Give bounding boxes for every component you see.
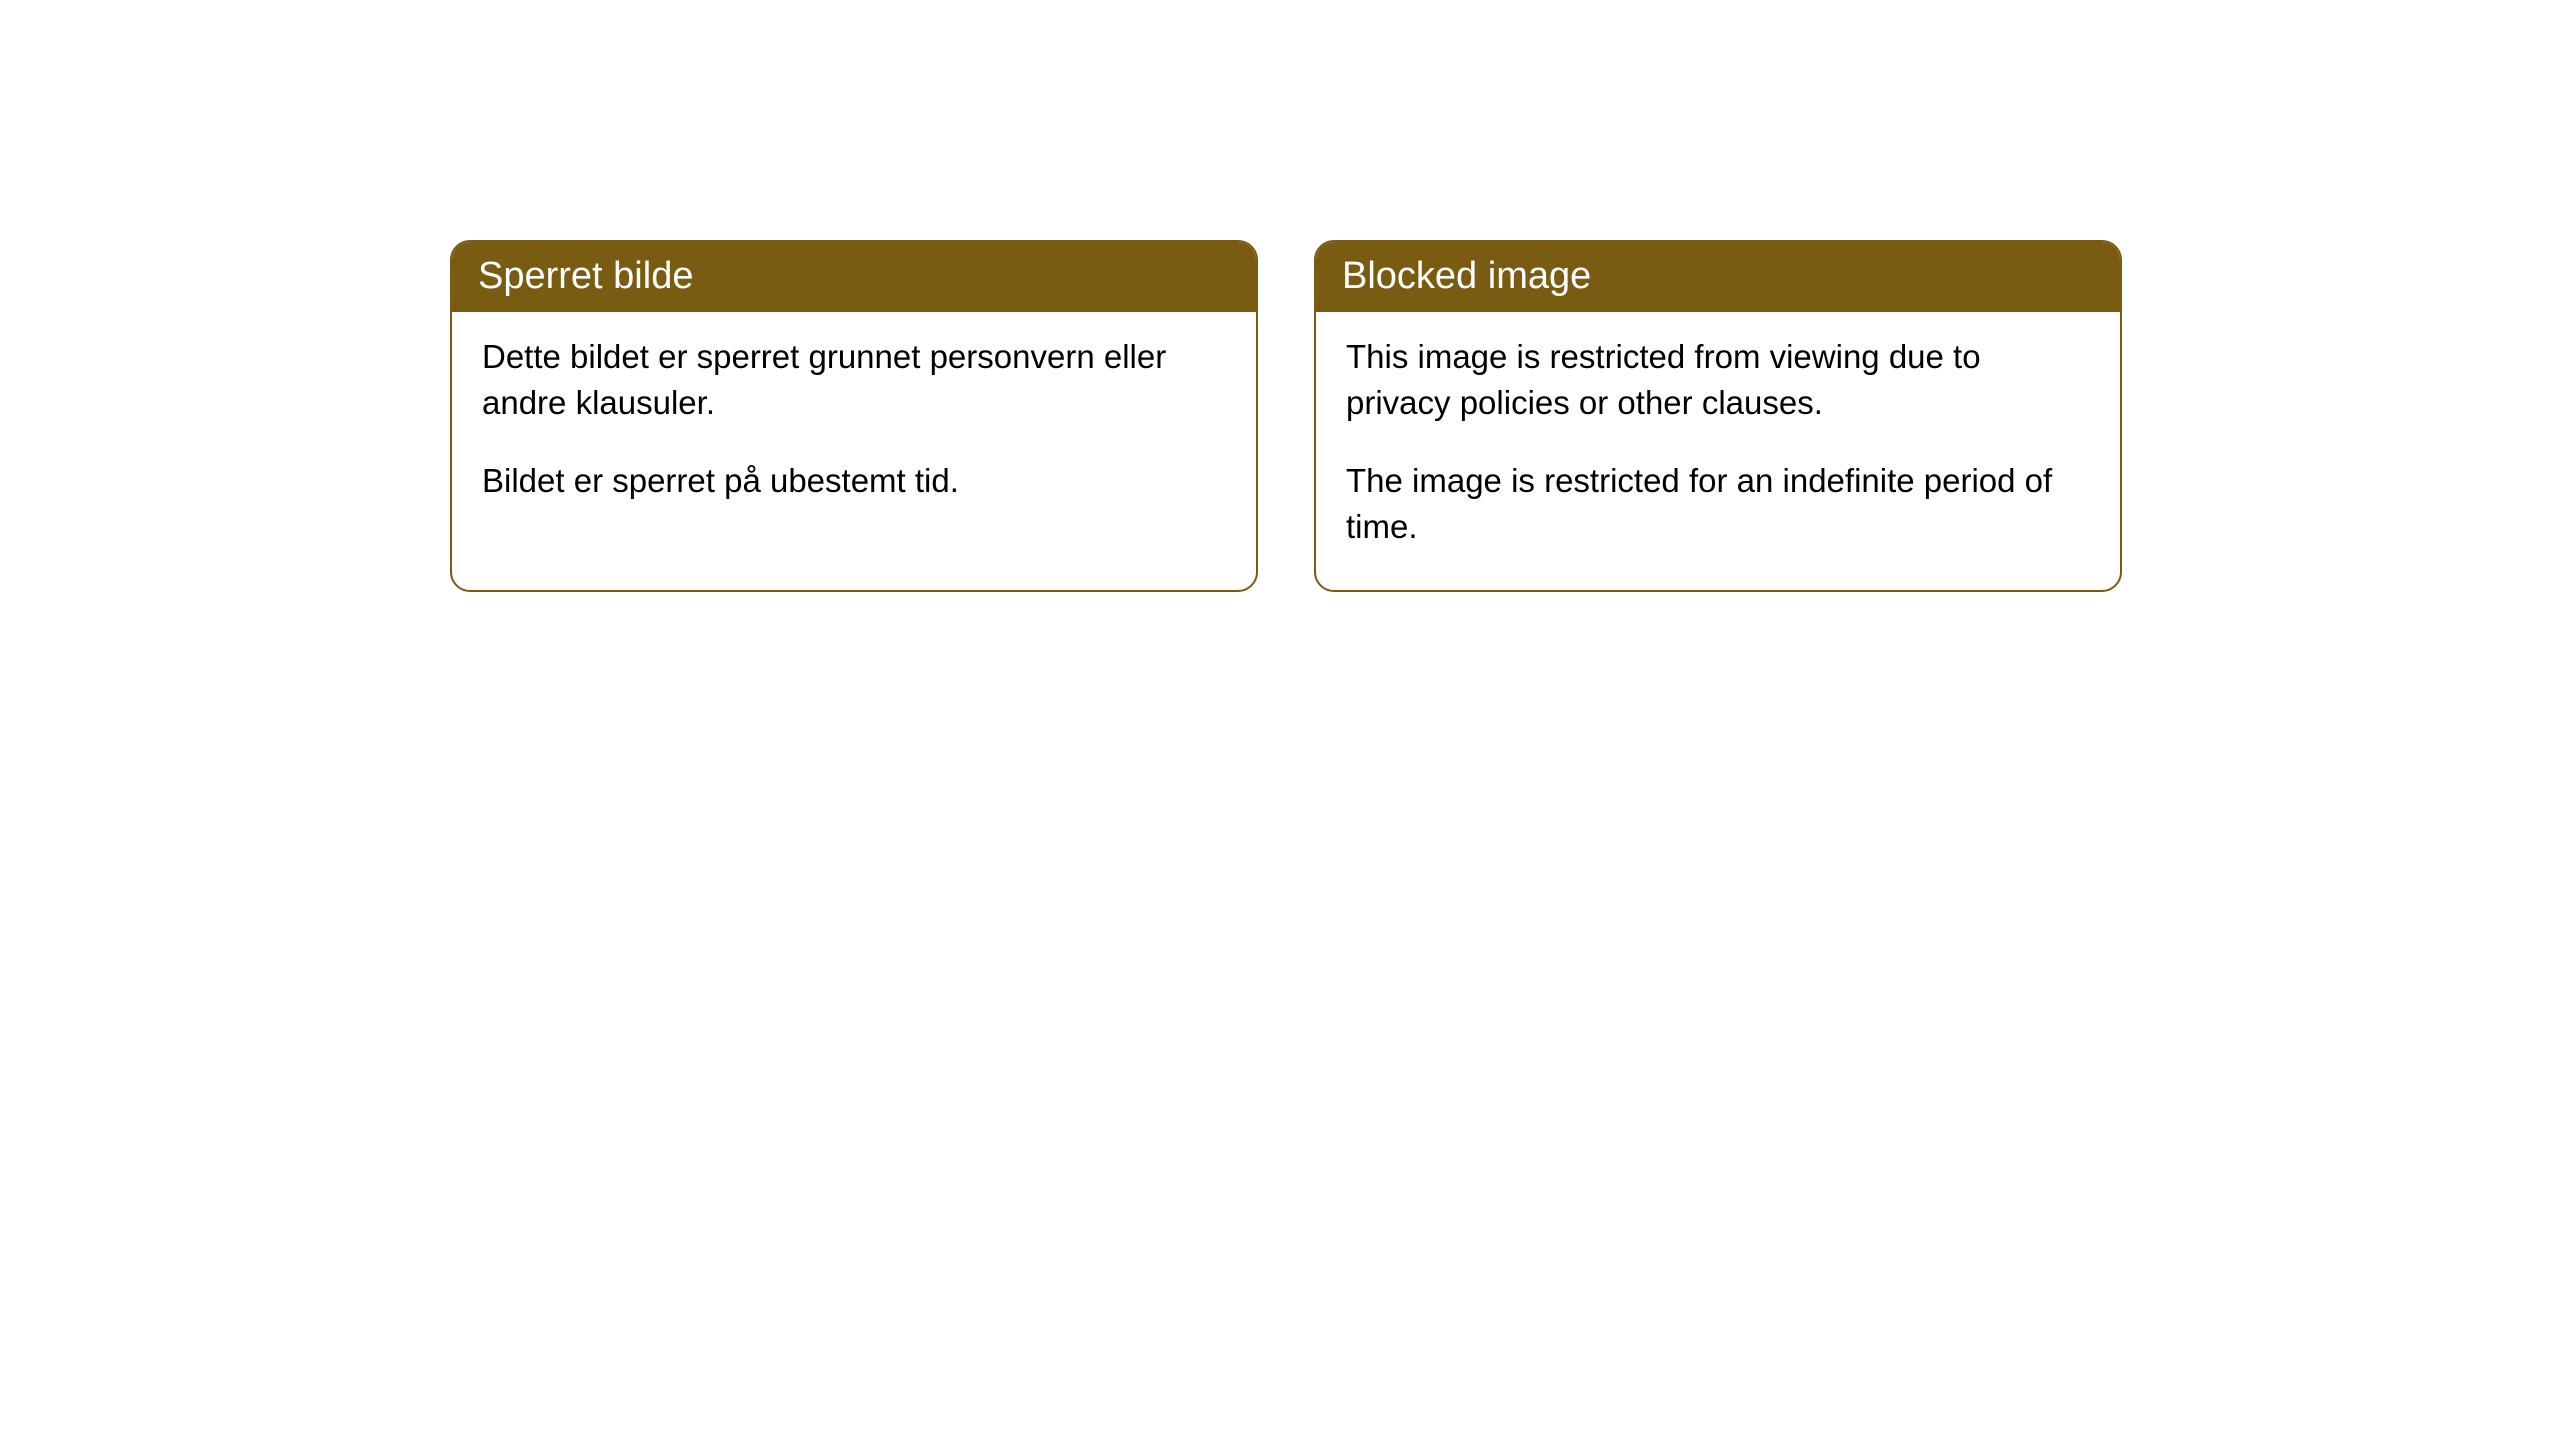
notice-card-english: Blocked image This image is restricted f… bbox=[1314, 240, 2122, 592]
card-paragraph: Bildet er sperret på ubestemt tid. bbox=[482, 458, 1226, 504]
card-paragraph: This image is restricted from viewing du… bbox=[1346, 334, 2090, 426]
notice-cards-container: Sperret bilde Dette bildet er sperret gr… bbox=[0, 0, 2560, 592]
card-body-norwegian: Dette bildet er sperret grunnet personve… bbox=[452, 312, 1256, 545]
notice-card-norwegian: Sperret bilde Dette bildet er sperret gr… bbox=[450, 240, 1258, 592]
card-header-english: Blocked image bbox=[1316, 242, 2120, 312]
card-header-norwegian: Sperret bilde bbox=[452, 242, 1256, 312]
card-title: Blocked image bbox=[1342, 255, 1591, 297]
card-paragraph: The image is restricted for an indefinit… bbox=[1346, 458, 2090, 550]
card-paragraph: Dette bildet er sperret grunnet personve… bbox=[482, 334, 1226, 426]
card-title: Sperret bilde bbox=[478, 255, 693, 297]
card-body-english: This image is restricted from viewing du… bbox=[1316, 312, 2120, 591]
